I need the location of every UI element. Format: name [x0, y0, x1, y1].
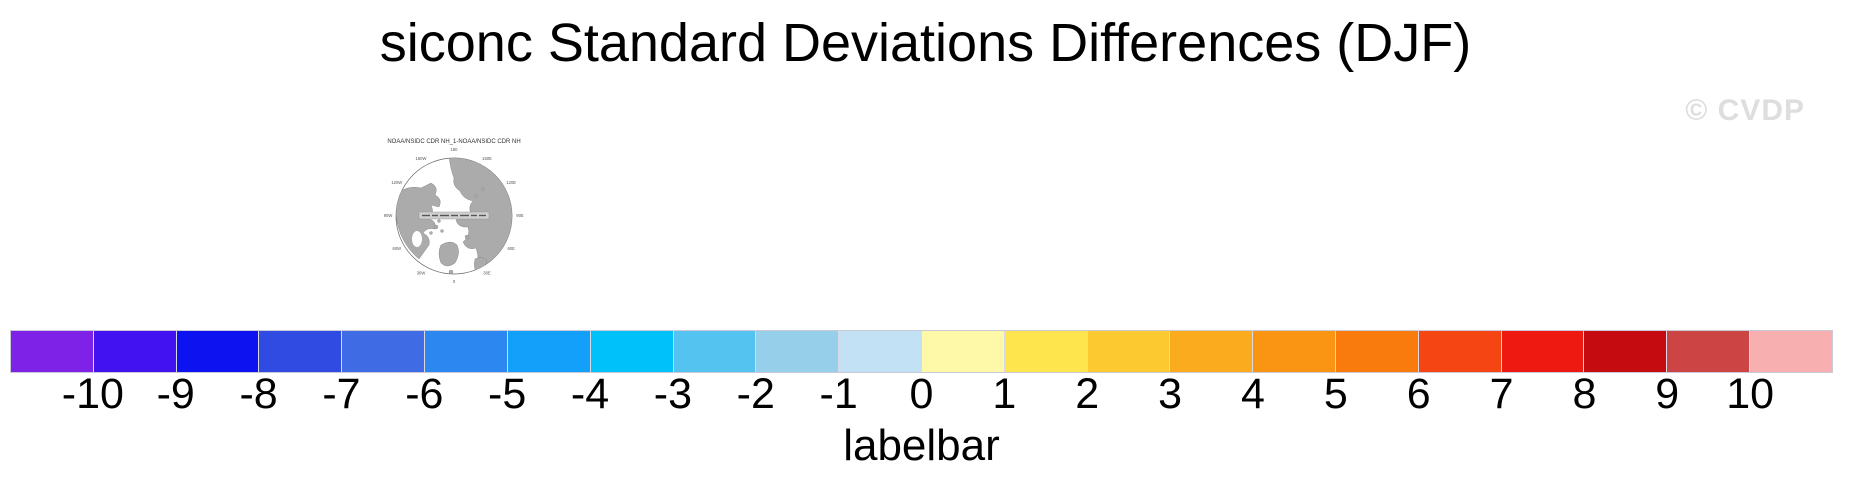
map-ring-label: 120W [391, 180, 402, 185]
labelbar-tick-label: 3 [1158, 370, 1183, 418]
map-landmasses [396, 158, 512, 274]
labelbar-color-box [1667, 331, 1751, 372]
labelbar-tick-label: 7 [1489, 370, 1514, 418]
labelbar-color-box [921, 331, 1005, 372]
map-ring-label: 150W [416, 156, 427, 161]
labelbar-tick-label: -1 [819, 370, 858, 418]
labelbar-color-box [1501, 331, 1585, 372]
labelbar-color-box [93, 331, 177, 372]
labelbar-color-box [1004, 331, 1088, 372]
labelbar-tick-label: -2 [736, 370, 775, 418]
labelbar-color-box [590, 331, 674, 372]
map-ring-labels: 180 150E 120E 90E 60E 30E 0 30W 60W 90W 120W 150W [384, 147, 524, 284]
map-land-north-america [396, 182, 441, 260]
map-ring-label: 90E [516, 213, 524, 218]
labelbar-color-box [1087, 331, 1171, 372]
map-panel-title: NOAA/NSIDC CDR NH_1-NOAA/NSIDC CDR NH [387, 139, 521, 145]
labelbar-tick-label: -7 [322, 370, 361, 418]
map-ring-label: 120E [506, 180, 516, 185]
labelbar-tick-label: -3 [653, 370, 693, 418]
labelbar-tick-label: 9 [1655, 370, 1680, 418]
labelbar-tick-labels: -10 -9 -8 -7 -6 -5 -4 -3 -2 -1 0 1 2 3 4 5 6 7 8 9 10 [10, 370, 1833, 420]
labelbar-color-box [11, 331, 94, 372]
labelbar-colorbar [10, 330, 1833, 373]
map-islands [429, 187, 485, 274]
labelbar-color-box [839, 331, 922, 372]
map-center-info-box [418, 211, 490, 220]
labelbar-color-box [1418, 331, 1502, 372]
map-land-greenland [438, 241, 459, 267]
labelbar-color-box [1253, 331, 1336, 372]
map-ring-label: 60W [392, 246, 401, 251]
labelbar-color-box [673, 331, 757, 372]
map-ring-label: 180 [451, 147, 459, 152]
labelbar-tick-label: 0 [909, 370, 934, 418]
labelbar-color-box [507, 331, 591, 372]
labelbar-tick-label: 8 [1572, 370, 1597, 418]
map-ring-label: 60E [507, 246, 515, 251]
labelbar-tick-label: -5 [488, 370, 527, 418]
map-ring-label: 0 [453, 279, 456, 284]
labelbar-tick-label: 1 [992, 370, 1017, 418]
labelbar-color-box [756, 331, 840, 372]
labelbar-color-box [425, 331, 508, 372]
map-ring-label: 150E [482, 156, 492, 161]
map-ring-label: 30W [417, 270, 426, 275]
labelbar-tick-label: -8 [239, 370, 278, 418]
labelbar-tick-label: 4 [1240, 370, 1265, 418]
labelbar-color-box [1750, 331, 1832, 372]
labelbar-tick-label: 10 [1726, 370, 1775, 418]
labelbar-tick-label: 2 [1075, 370, 1100, 418]
map-ring-label: 90W [384, 213, 393, 218]
map-hudson-bay [412, 231, 422, 247]
labelbar-tick-label: -6 [405, 370, 444, 418]
labelbar-color-box [1170, 331, 1254, 372]
labelbar-title: labelbar [843, 421, 1000, 470]
labelbar-color-box [342, 331, 426, 372]
labelbar-tick-label: -10 [61, 370, 124, 418]
labelbar-color-box [1584, 331, 1668, 372]
polar-map: 180 150E 120E 90E 60E 30E 0 30W 60W 90W 120W 150W [384, 147, 524, 284]
labelbar-color-box [176, 331, 260, 372]
page-title: siconc Standard Deviations Differences (… [379, 13, 1472, 73]
labelbar-tick-label: 5 [1323, 370, 1348, 418]
labelbar-color-box [1336, 331, 1419, 372]
labelbar-color-box [259, 331, 343, 372]
labelbar-tick-label: -4 [570, 370, 610, 418]
labelbar-tick-label: 6 [1406, 370, 1431, 418]
cvdp-watermark: © CVDP [1685, 94, 1805, 127]
labelbar-tick-label: -9 [156, 370, 195, 418]
map-ring-label: 30E [483, 270, 491, 275]
